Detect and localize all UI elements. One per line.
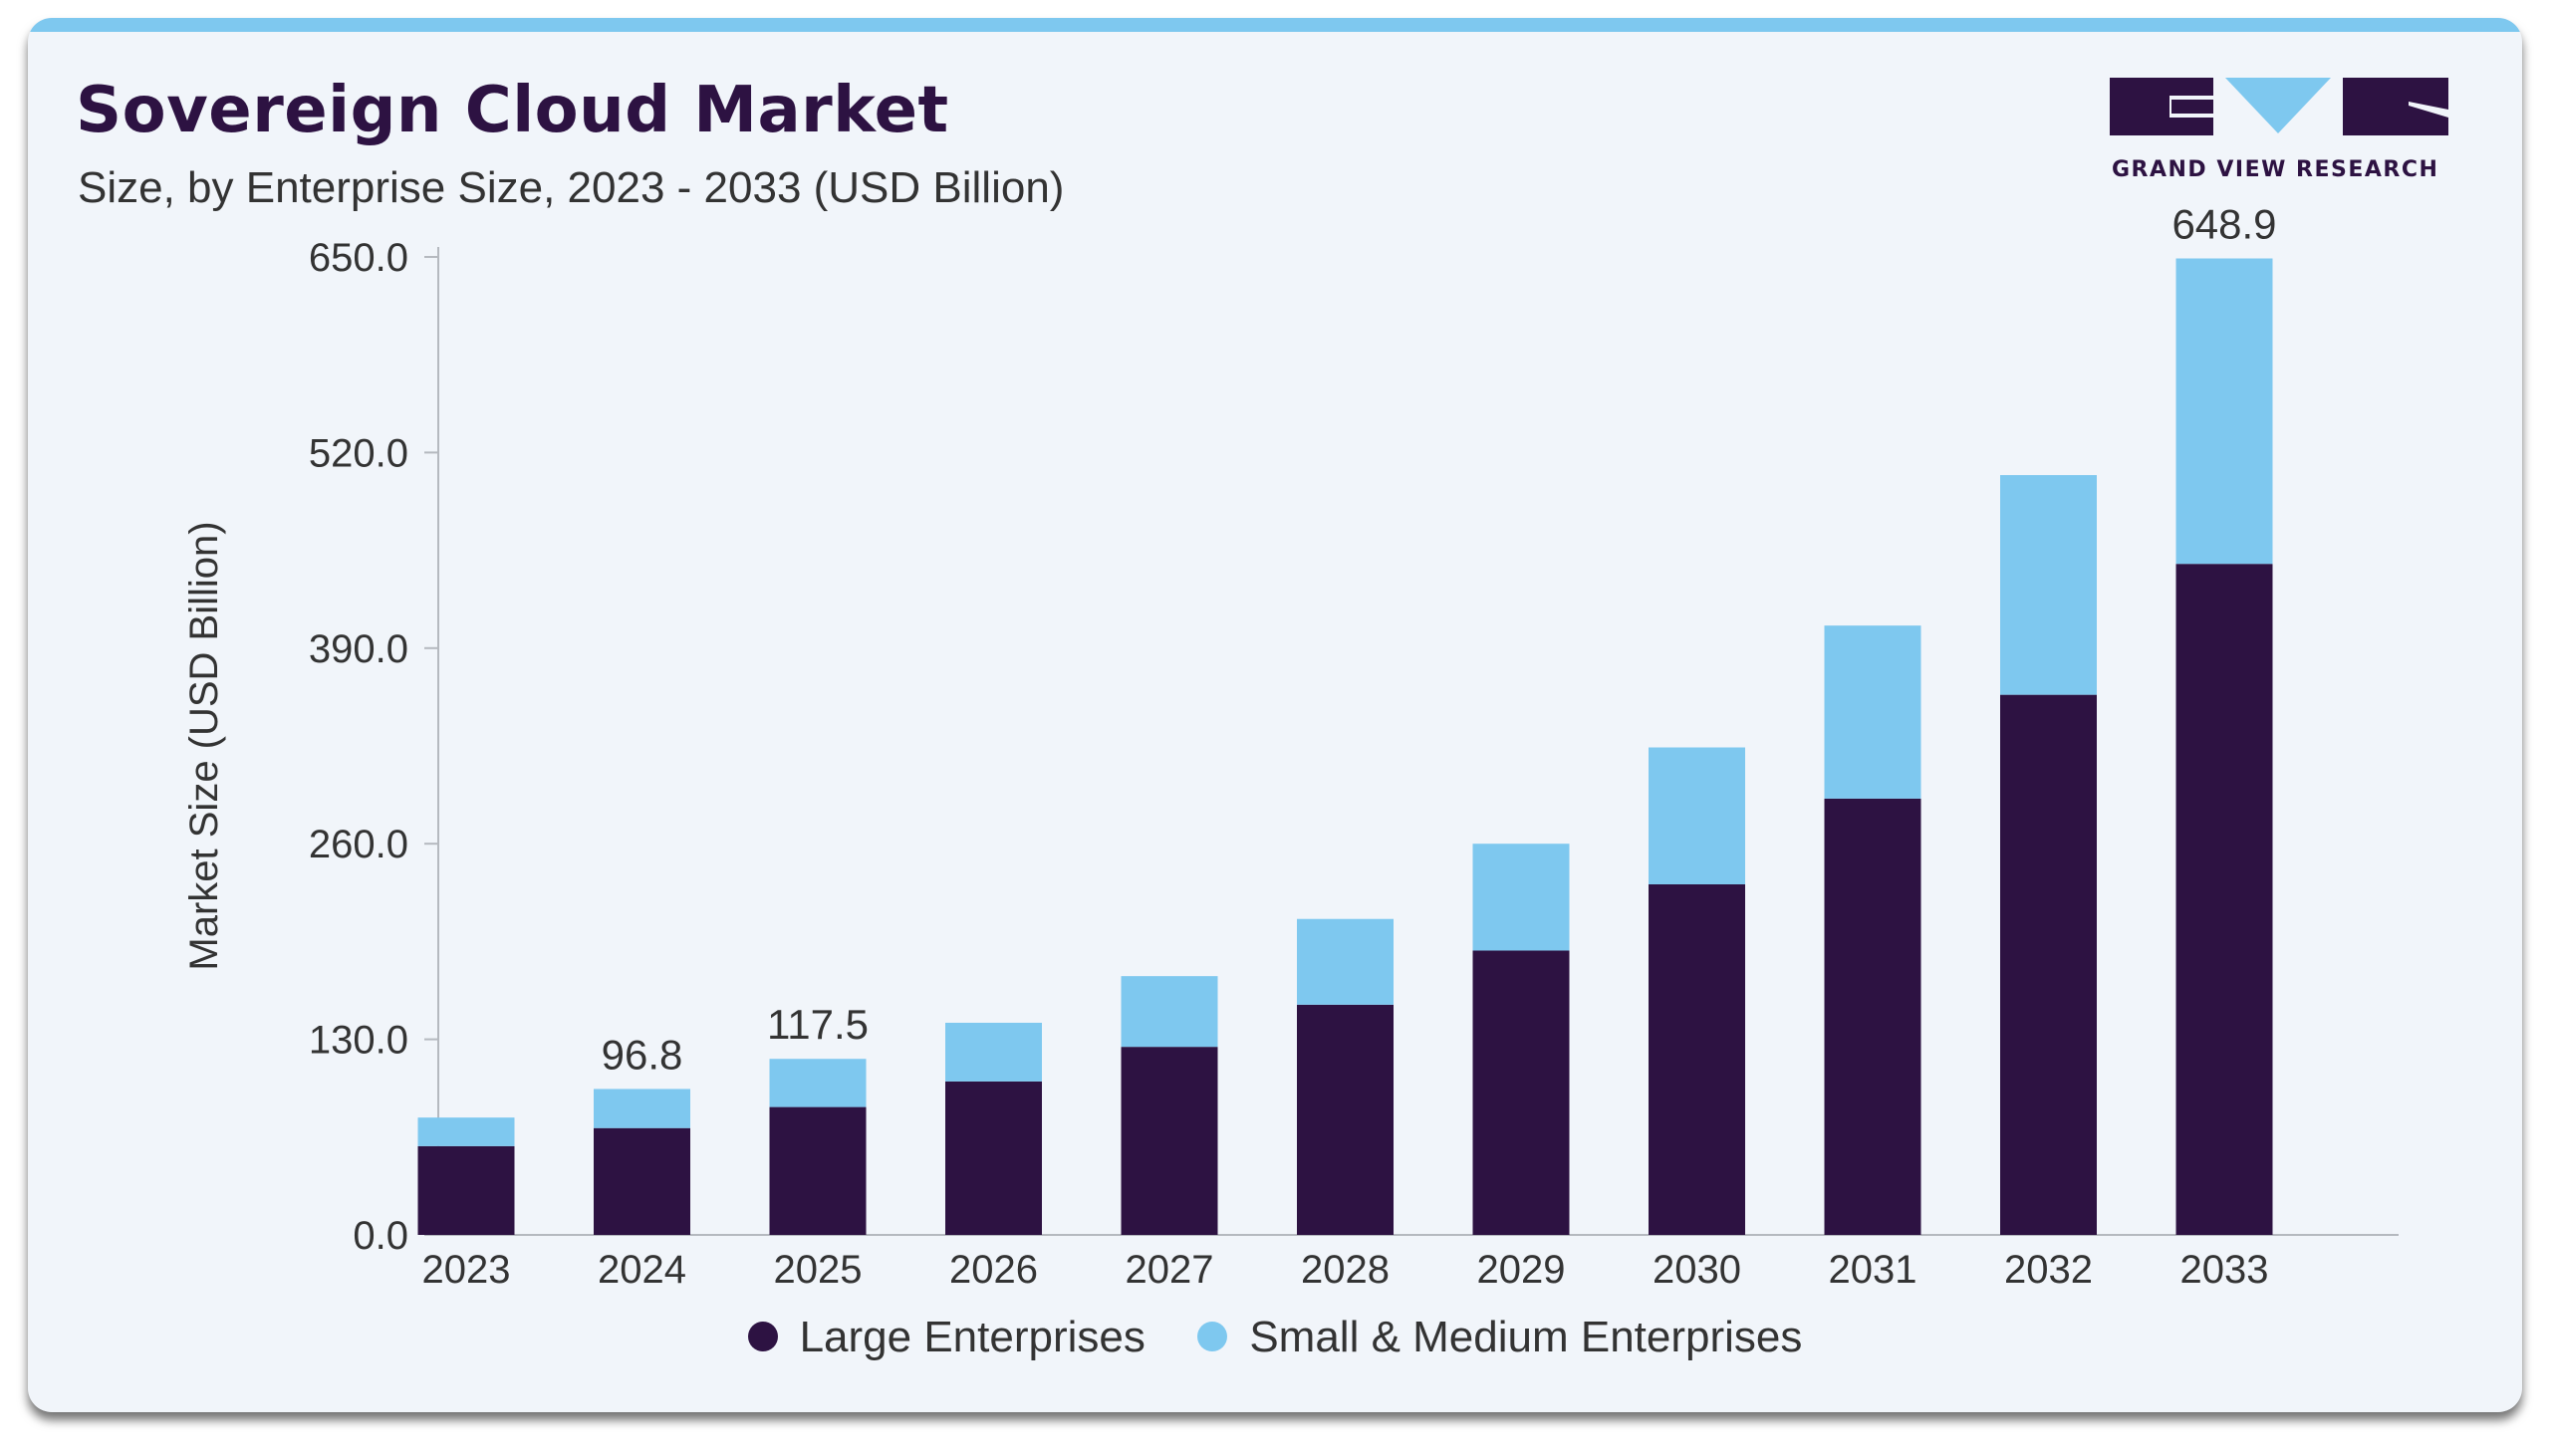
bar-sme bbox=[594, 1089, 690, 1128]
gvr-logo-icon bbox=[2110, 78, 2448, 135]
x-tick-label: 2026 bbox=[949, 1248, 1038, 1292]
accent-bar bbox=[28, 18, 2522, 32]
y-tick-label: 390.0 bbox=[309, 627, 408, 671]
y-tick-label: 520.0 bbox=[309, 431, 408, 475]
x-tick-label: 2029 bbox=[1477, 1248, 1566, 1292]
y-axis-title: Market Size (USD Billion) bbox=[182, 521, 226, 970]
bar-sme bbox=[769, 1059, 867, 1107]
y-tick-label: 260.0 bbox=[309, 823, 408, 866]
legend-swatch-sme bbox=[1197, 1322, 1228, 1352]
bar-large-enterprises bbox=[1824, 798, 1921, 1235]
x-tick-label: 2030 bbox=[1653, 1248, 1741, 1292]
bar-large-enterprises bbox=[1121, 1047, 1218, 1235]
x-tick-label: 2027 bbox=[1126, 1248, 1214, 1292]
bar-sme bbox=[1472, 844, 1570, 951]
bar-large-enterprises bbox=[945, 1081, 1042, 1235]
bar-large-enterprises bbox=[417, 1145, 515, 1235]
bar-large-enterprises bbox=[1297, 1004, 1394, 1235]
data-label: 648.9 bbox=[2171, 201, 2276, 248]
bar-sme bbox=[417, 1117, 515, 1146]
bar-large-enterprises bbox=[2000, 694, 2097, 1235]
x-tick-label: 2023 bbox=[422, 1248, 511, 1292]
bar-sme bbox=[1824, 625, 1921, 799]
bar-sme bbox=[945, 1022, 1042, 1082]
x-tick-label: 2031 bbox=[1829, 1248, 1917, 1292]
legend-item-large: Large Enterprises bbox=[747, 1313, 1146, 1362]
bar-large-enterprises bbox=[1649, 883, 1745, 1235]
legend-swatch-large bbox=[747, 1322, 778, 1352]
bar-sme bbox=[2000, 475, 2097, 695]
bar-sme bbox=[1121, 976, 1218, 1048]
y-tick-label: 130.0 bbox=[309, 1019, 408, 1063]
chart-card: Sovereign Cloud Market Size, by Enterpri… bbox=[28, 18, 2522, 1412]
chart-subtitle: Size, by Enterprise Size, 2023 - 2033 (U… bbox=[78, 163, 1065, 212]
bar-sme bbox=[1297, 918, 1394, 1005]
bar-chart: 0.0 130.0 260.0 390.0 520.0 650.0 Market Size … bbox=[182, 201, 2399, 1292]
legend-label-sme: Small & Medium Enterprises bbox=[1249, 1313, 1803, 1361]
legend-item-sme: Small & Medium Enterprises bbox=[1197, 1313, 1802, 1362]
x-tick-label: 2033 bbox=[2180, 1248, 2269, 1292]
bar-large-enterprises bbox=[594, 1127, 690, 1235]
x-tick-label: 2025 bbox=[774, 1248, 863, 1292]
data-label: 96.8 bbox=[602, 1031, 683, 1078]
bar-sme bbox=[2175, 258, 2273, 565]
data-label: 117.5 bbox=[767, 1001, 869, 1048]
bar-large-enterprises bbox=[2175, 564, 2273, 1235]
legend: Large Enterprises Small & Medium Enterpr… bbox=[28, 1313, 2522, 1362]
legend-label-large: Large Enterprises bbox=[799, 1313, 1146, 1361]
bar-sme bbox=[1649, 747, 1745, 884]
x-tick-label: 2024 bbox=[598, 1248, 686, 1292]
chart-title: Sovereign Cloud Market bbox=[76, 74, 949, 147]
bar-large-enterprises bbox=[769, 1106, 867, 1235]
bar-large-enterprises bbox=[1472, 950, 1570, 1235]
y-tick-label: 0.0 bbox=[353, 1214, 408, 1258]
logo-text: GRAND VIEW RESEARCH bbox=[2112, 157, 2439, 182]
y-tick-label: 650.0 bbox=[309, 236, 408, 280]
x-tick-label: 2028 bbox=[1301, 1248, 1390, 1292]
x-tick-label: 2032 bbox=[2004, 1248, 2093, 1292]
